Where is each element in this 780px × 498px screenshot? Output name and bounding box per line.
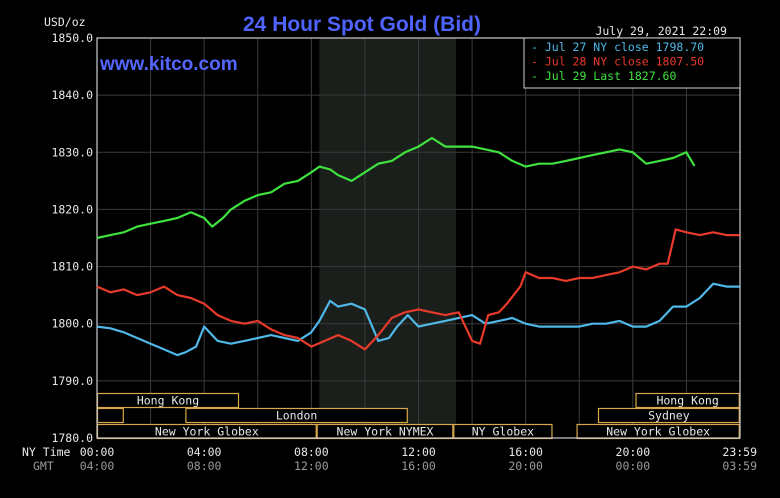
- session-bar-7: NY Globex: [453, 423, 553, 440]
- session-label-1: Hong Kong: [656, 394, 718, 408]
- session-label-3: London: [276, 409, 318, 423]
- gmt-row-label: GMT: [33, 459, 54, 473]
- series-layer: [96, 136, 740, 357]
- x-tick-ny-6: 23:59: [722, 445, 757, 459]
- session-bar-3: London: [185, 407, 408, 424]
- x-tick-gmt-5: 00:00: [616, 459, 651, 473]
- legend: - Jul 27 NY close 1798.70- Jul 28 NY clo…: [523, 37, 741, 89]
- session-label-6: New York NYMEX: [337, 425, 434, 439]
- y-tick-label-6: 1790.0: [51, 374, 93, 388]
- legend-entry-2: - Jul 29 Last 1827.60: [531, 69, 676, 83]
- legend-entry-1: - Jul 28 NY close 1807.50: [531, 55, 704, 69]
- y-tick-label-4: 1810.0: [51, 260, 93, 274]
- y-tick-label-7: 1780.0: [51, 431, 93, 445]
- session-box-3: [185, 407, 408, 424]
- chart-timestamp: July 29, 2021 22:09: [595, 24, 727, 38]
- x-tick-ny-3: 12:00: [401, 445, 436, 459]
- y-tick-label-2: 1830.0: [51, 145, 93, 159]
- series-line-jul-29: [96, 136, 696, 240]
- x-tick-ny-0: 00:00: [80, 445, 115, 459]
- session-bar-1: Hong Kong: [635, 392, 740, 409]
- session-bar-6: New York NYMEX: [316, 423, 454, 440]
- session-bar-8: New York Globex: [576, 423, 740, 440]
- x-tick-labels: 00:00 04:00 08:00 12:00 16:00 20:00 23:5904:00…: [80, 445, 757, 473]
- session-label-4: Sydney: [648, 409, 690, 423]
- series-line-jul-28: [96, 228, 740, 351]
- x-tick-ny-5: 20:00: [616, 445, 651, 459]
- session-box-4: [597, 407, 740, 424]
- ny-time-row-label: NY Time: [22, 445, 71, 459]
- x-tick-gmt-1: 08:00: [187, 459, 222, 473]
- shading-layer: [319, 38, 457, 438]
- session-label-8: New York Globex: [606, 425, 710, 439]
- session-bar-2: [96, 407, 124, 424]
- y-tick-label-3: 1820.0: [51, 202, 93, 216]
- y-tick-label-0: 1850.0: [51, 31, 93, 45]
- session-layer: Hong Kong Hong Kong London Sydney New York G…: [96, 392, 740, 440]
- legend-entry-0: - Jul 27 NY close 1798.70: [531, 40, 704, 54]
- session-bar-5: New York Globex: [96, 423, 317, 440]
- series-line-jul-27: [96, 282, 740, 357]
- session-box-2: [96, 407, 124, 424]
- session-bar-4: Sydney: [597, 407, 740, 424]
- y-tick-label-5: 1800.0: [51, 317, 93, 331]
- x-tick-ny-1: 04:00: [187, 445, 222, 459]
- chart-title: 24 Hour Spot Gold (Bid): [243, 13, 481, 36]
- y-axis-label: USD/oz: [44, 15, 86, 29]
- x-tick-gmt-0: 04:00: [80, 459, 115, 473]
- session-label-5: New York Globex: [155, 425, 259, 439]
- x-tick-ny-2: 08:00: [294, 445, 329, 459]
- x-tick-gmt-4: 20:00: [508, 459, 543, 473]
- x-tick-ny-4: 16:00: [508, 445, 543, 459]
- x-tick-gmt-3: 16:00: [401, 459, 436, 473]
- x-tick-gmt-2: 12:00: [294, 459, 329, 473]
- session-box-1: [635, 392, 740, 409]
- y-tick-label-1: 1840.0: [51, 88, 93, 102]
- session-label-7: NY Globex: [472, 425, 534, 439]
- y-tick-labels: 1850.0 1840.0 1830.0 1820.0 1810.0 1800.0 1790…: [51, 31, 93, 445]
- x-tick-gmt-6: 03:59: [722, 459, 757, 473]
- session-label-0: Hong Kong: [137, 394, 199, 408]
- nymex-shading-0: [319, 38, 457, 438]
- kitco-watermark: www.kitco.com: [99, 54, 238, 75]
- legend-box: [523, 37, 741, 89]
- session-bar-0: Hong Kong: [96, 392, 240, 409]
